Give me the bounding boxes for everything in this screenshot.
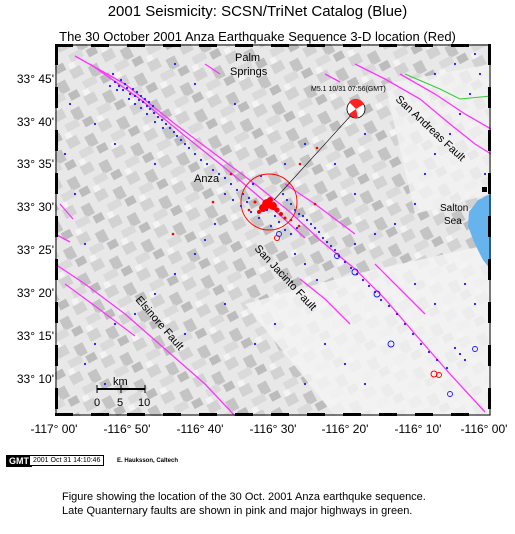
lat-label-33-30: 33° 30' [16, 200, 54, 214]
mainshock-label: M5.1 10/31 07:56(GMT) [311, 86, 386, 93]
salton-sea-label-line2: Sea [444, 216, 462, 227]
desert-lowland [245, 244, 491, 416]
caption-line-2: Late Quanternary faults are shown in pin… [62, 505, 413, 517]
lat-label-33-15: 33° 15' [16, 329, 54, 343]
lat-label-33-40: 33° 40' [16, 115, 54, 129]
palm-springs-label-line1: Palm [235, 52, 260, 64]
figure-caption: Figure showing the location of the 30 Oc… [62, 490, 426, 518]
coachella-valley [385, 64, 491, 214]
scale-bar-tick-10: 10 [138, 397, 150, 409]
lon-label-116-20: -116° 20' [321, 422, 369, 436]
lon-label-116-00: -116° 00' [460, 422, 508, 436]
focal-mechanism-leader [273, 111, 355, 201]
lat-label-33-20: 33° 20' [16, 286, 54, 300]
focal-mechanism-beachball [346, 98, 366, 119]
seismicity-map: M5.1 10/31 07:56(GMT) Palm Springs Anza … [55, 44, 491, 416]
salton-sea [468, 194, 491, 270]
palm-springs-label-line2: Springs [230, 66, 268, 78]
lat-label-33-35: 33° 35' [16, 157, 54, 171]
seismicity-points [63, 52, 487, 386]
lon-label-116-30: -116° 30' [249, 422, 297, 436]
junction-marker [482, 187, 487, 192]
scale-bar-unit: km [113, 376, 128, 388]
gmt-timestamp: 2001 Oct 31 14:10:46 [29, 455, 105, 466]
anza-label: Anza [194, 173, 220, 185]
lon-label-116-50: -116° 50' [103, 422, 151, 436]
lon-label-117-00: -117° 00' [30, 422, 78, 436]
lon-label-116-10: -116° 10' [394, 422, 442, 436]
anza-sequence [171, 146, 442, 378]
scale-bar-tick-0: 0 [94, 397, 100, 409]
scale-bar: km 0 5 10 [94, 376, 150, 409]
map-title: 2001 Seismicity: SCSN/TriNet Catalog (Bl… [107, 3, 408, 20]
lat-label-33-25: 33° 25' [16, 243, 54, 257]
lon-label-116-40: -116° 40' [176, 422, 224, 436]
gmt-logo: GMT [6, 455, 32, 467]
scale-bar-tick-5: 5 [117, 397, 123, 409]
salton-sea-label-line1: Salton [440, 203, 468, 214]
caption-line-1: Figure showing the location of the 30 Oc… [62, 491, 426, 503]
highway [404, 73, 491, 100]
lat-label-33-45: 33° 45' [16, 72, 54, 86]
author-credit: E. Hauksson, Caltech [117, 458, 179, 464]
lat-label-33-10: 33° 10' [16, 372, 54, 386]
map-frame [55, 44, 491, 416]
anza-rupture-circle [240, 173, 298, 231]
map-subtitle: The 30 October 2001 Anza Earthquake Sequ… [59, 29, 456, 44]
